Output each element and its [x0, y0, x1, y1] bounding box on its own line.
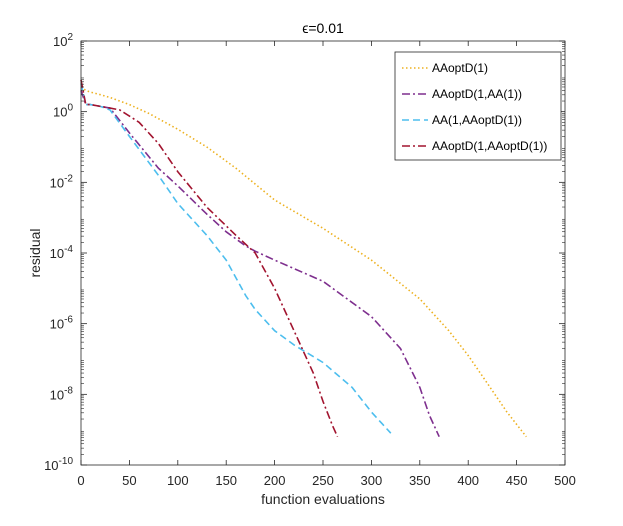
- x-axis-ticks: 0 50 100 150 200 250 300 350 400 450 500: [77, 41, 576, 488]
- y-tick-base: 10: [53, 34, 67, 49]
- y-tick-label: 10-4: [50, 244, 74, 261]
- y-tick-exponent: 2: [67, 32, 73, 43]
- y-tick-exponent: -10: [59, 456, 74, 467]
- x-tick-label: 0: [77, 473, 84, 488]
- legend-label-2: AAoptD(1,AA(1)): [432, 87, 522, 101]
- y-tick-base: 10: [50, 317, 64, 332]
- legend-label-4: AAoptD(1,AAoptD(1)): [432, 139, 547, 153]
- series-line-2: [80, 90, 440, 438]
- y-tick-exponent: -8: [64, 385, 73, 396]
- legend-label-3: AA(1,AAoptD(1)): [432, 113, 522, 127]
- x-tick-label: 300: [361, 473, 383, 488]
- x-axis-label: function evaluations: [261, 491, 385, 507]
- y-tick-base: 10: [50, 246, 64, 261]
- chart-title: ϵ=0.01: [302, 20, 344, 36]
- x-tick-label: 150: [215, 473, 237, 488]
- series-line-1: [80, 86, 527, 438]
- x-tick-label: 50: [122, 473, 136, 488]
- legend-label-1: AAoptD(1): [432, 61, 488, 75]
- y-tick-label: 10-6: [50, 315, 74, 332]
- y-tick-base: 10: [44, 458, 58, 473]
- y-tick-label: 100: [53, 103, 73, 120]
- y-tick-base: 10: [53, 105, 67, 120]
- y-tick-label: 10-2: [50, 173, 74, 190]
- y-tick-label: 10-8: [50, 385, 74, 402]
- x-tick-label: 350: [409, 473, 431, 488]
- x-tick-label: 400: [457, 473, 479, 488]
- y-tick-exponent: -6: [64, 315, 73, 326]
- x-tick-label: 200: [264, 473, 286, 488]
- x-tick-label: 100: [167, 473, 189, 488]
- y-tick-label: 102: [53, 32, 73, 49]
- legend-box: [394, 51, 562, 161]
- y-tick-exponent: -2: [64, 173, 73, 184]
- y-tick-exponent: -4: [64, 244, 73, 255]
- y-tick-base: 10: [50, 175, 64, 190]
- series-layer: [80, 79, 527, 438]
- x-tick-label: 450: [506, 473, 528, 488]
- y-axis-label: residual: [27, 228, 43, 277]
- series-line-4: [80, 79, 339, 438]
- legend: AAoptD(1) AAoptD(1,AA(1)) AA(1,AAoptD(1)) A…: [394, 51, 562, 161]
- x-tick-label: 250: [312, 473, 334, 488]
- x-tick-label: 500: [554, 473, 576, 488]
- y-tick-exponent: 0: [67, 103, 73, 114]
- y-tick-label: 10-10: [44, 456, 73, 473]
- y-tick-base: 10: [50, 387, 64, 402]
